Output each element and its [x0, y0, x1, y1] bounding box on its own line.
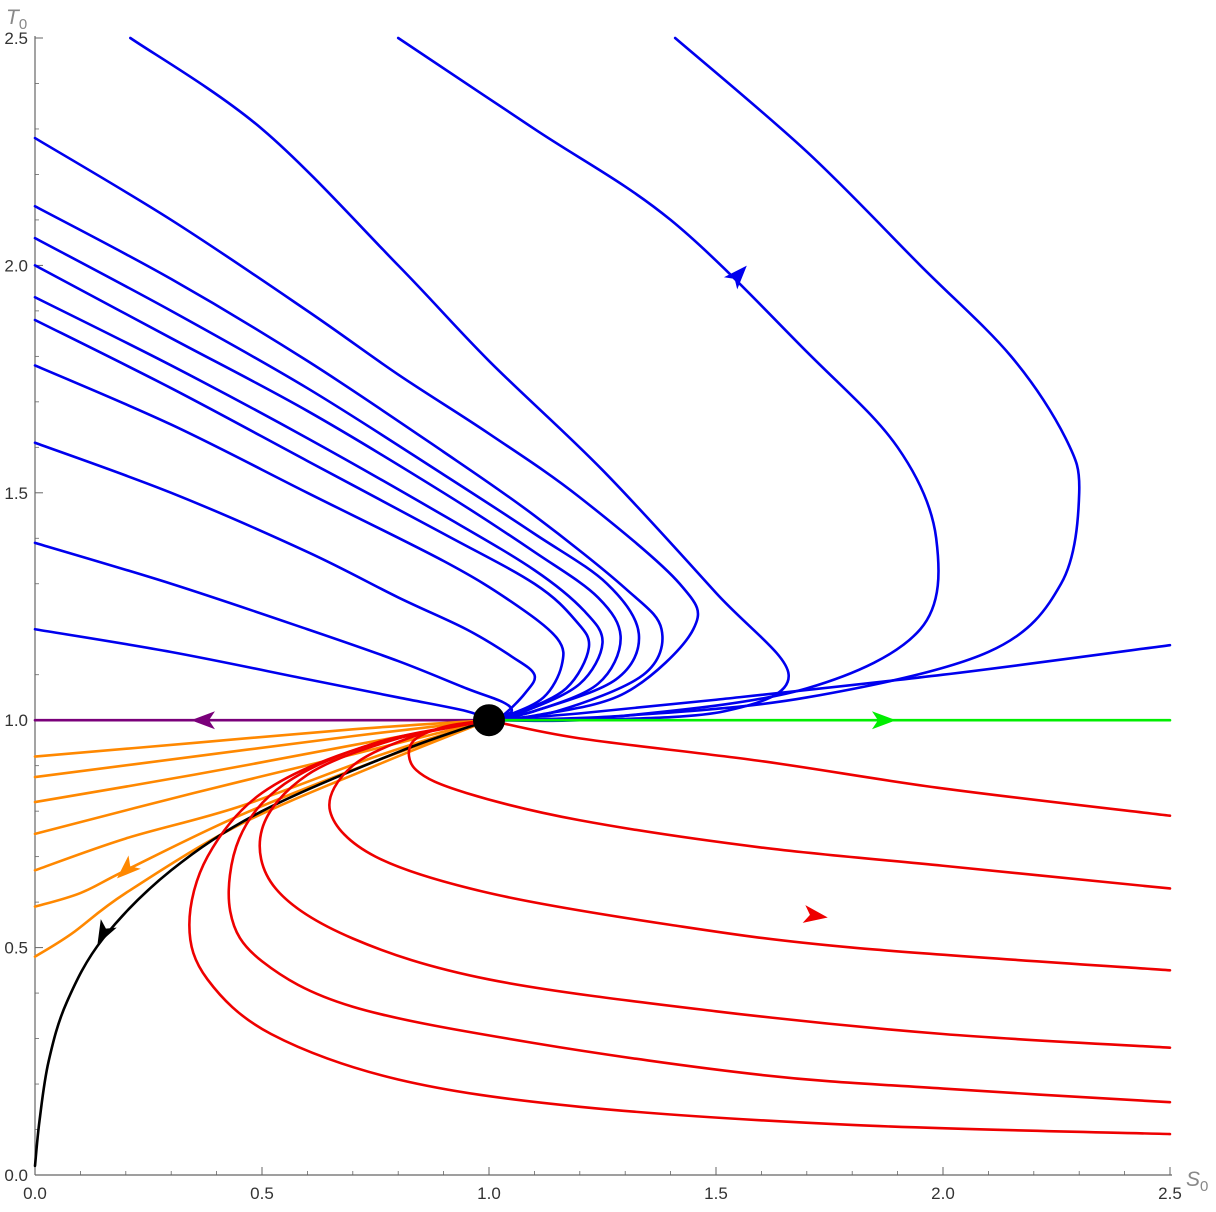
- blue-trajectory-4: [33, 136, 700, 722]
- blue-trajectory-7: [33, 264, 622, 722]
- y-tick-label: 1.5: [4, 484, 28, 503]
- blue-trajectory-9: [33, 318, 591, 722]
- black-trajectory-23: [33, 718, 491, 1168]
- x-axis-label: S0: [1186, 1168, 1208, 1195]
- blue-trajectory-12: [33, 541, 514, 722]
- black-arrowhead: [97, 919, 117, 945]
- orange-arrowhead: [116, 855, 141, 879]
- fixed-point-layer: [473, 704, 505, 737]
- orange-trajectory-16: [33, 718, 491, 758]
- red-trajectory-28: [227, 718, 1172, 1104]
- blue-arrowhead: [723, 265, 747, 290]
- red-trajectory-26: [328, 718, 1172, 972]
- x-tick-label: 2.0: [931, 1184, 955, 1203]
- x-tick-label: 0.0: [23, 1184, 47, 1203]
- blue-trajectory-13: [33, 627, 491, 722]
- y-tick-label: 1.0: [4, 711, 28, 730]
- blue-trajectory-1: [396, 36, 940, 722]
- orange-trajectory-17: [33, 718, 491, 779]
- blue-trajectory-10: [33, 364, 565, 722]
- axes: 0.0 0.5 1.0 1.5 2.0 2.5 0.0 0.5 1.0 1.5 2.0 2.5: [4, 29, 1181, 1203]
- y-axis-label: T0: [6, 6, 27, 33]
- purple-arrowhead: [190, 711, 215, 730]
- orange-trajectory-22: [33, 718, 491, 958]
- axis-labels: T0 S0: [6, 6, 1208, 1195]
- orange-trajectory-19: [33, 718, 491, 836]
- blue-trajectory-0: [129, 36, 790, 723]
- orange-trajectory-20: [33, 718, 491, 872]
- red-arrowhead: [802, 905, 828, 923]
- blue-trajectory-8: [33, 295, 604, 722]
- y-tick-label: 0.5: [4, 939, 28, 958]
- x-tick-label: 1.5: [704, 1184, 728, 1203]
- y-tick-label: 2.5: [4, 29, 28, 48]
- blue-trajectory-5: [33, 204, 664, 722]
- blue-trajectory-11: [33, 441, 537, 722]
- trajectories: [33, 36, 1172, 1168]
- red-trajectory-29: [188, 718, 1172, 1136]
- fixed-point-marker: [473, 704, 505, 737]
- blue-trajectory-2: [487, 36, 1081, 722]
- x-tick-label: 0.5: [250, 1184, 274, 1203]
- y-tick-label: 2.0: [4, 256, 28, 275]
- blue-trajectory-6: [33, 236, 641, 722]
- red-trajectory-24: [487, 718, 1172, 818]
- red-trajectory-27: [258, 718, 1172, 1049]
- blue-trajectory-3: [487, 643, 1172, 722]
- x-tick-label: 1.0: [477, 1184, 501, 1203]
- red-trajectory-25: [407, 718, 1172, 890]
- direction-arrows: [97, 265, 896, 945]
- x-tick-label: 2.5: [1158, 1184, 1182, 1203]
- green-arrowhead: [871, 711, 896, 730]
- y-tick-label: 0.0: [4, 1166, 28, 1185]
